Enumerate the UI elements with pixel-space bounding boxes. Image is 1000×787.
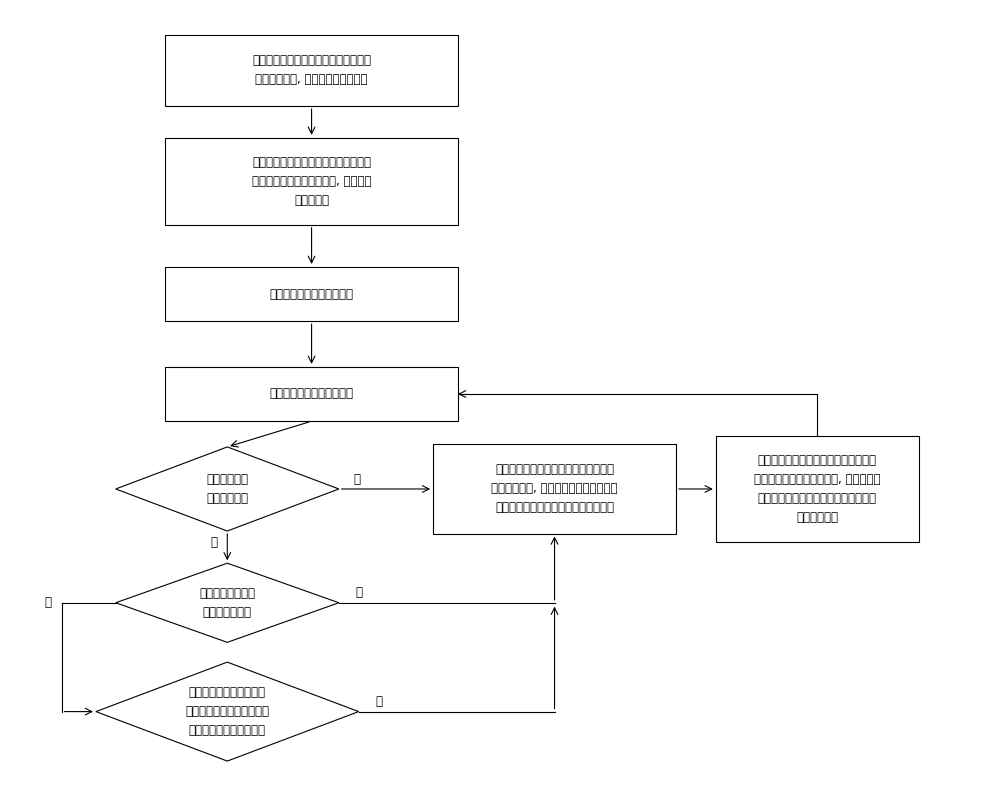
Text: 否: 否 — [210, 537, 217, 549]
Polygon shape — [96, 662, 359, 761]
Text: 获取对转向管柱的调节次数: 获取对转向管柱的调节次数 — [270, 387, 354, 401]
Polygon shape — [116, 447, 339, 531]
Text: 控制转向管柱的电机沿与预设方向相反
的方向转动至达到堵转状态, 并设置第
一预设阈值: 控制转向管柱的电机沿与预设方向相反 的方向转动至达到堵转状态, 并设置第 一预设… — [252, 156, 371, 207]
Text: 变化量为零且电机
未达到堵转状态: 变化量为零且电机 未达到堵转状态 — [199, 587, 255, 619]
Text: 是: 是 — [375, 695, 382, 708]
Text: 接收对转向管柱的调节指令: 接收对转向管柱的调节指令 — [270, 287, 354, 301]
Text: 否: 否 — [44, 597, 51, 609]
Text: 控制转向管柱的电机沿预设方向转动至
达到堵转状态, 并将电机在达到该堵转状
态时的转动圈数作为新的零点转动圈数: 控制转向管柱的电机沿预设方向转动至 达到堵转状态, 并将电机在达到该堵转状 态时… — [491, 464, 618, 515]
Text: 是: 是 — [355, 586, 362, 600]
Bar — [165, 138, 458, 225]
Bar — [165, 35, 458, 106]
Bar — [165, 367, 458, 421]
Text: 控制转向管柱的电机沿预设方向转动至
达到堵转状态, 并设置零点转动圈数: 控制转向管柱的电机沿预设方向转动至 达到堵转状态, 并设置零点转动圈数 — [252, 54, 371, 87]
Text: 是: 是 — [353, 472, 360, 486]
Text: 次数是否达到
第二预设阈值: 次数是否达到 第二预设阈值 — [206, 473, 248, 505]
Bar — [165, 267, 458, 321]
Bar — [716, 435, 919, 542]
Bar — [433, 445, 676, 534]
Text: 电机沿与预设方向相反的
方向转动至达到堵转状态且
变化量小于第一预设阈值: 电机沿与预设方向相反的 方向转动至达到堵转状态且 变化量小于第一预设阈值 — [185, 686, 269, 737]
Text: 控制转向管柱的电机沿与预设方向相反
的方向转动至达到堵转状态, 并将电机在
达到该堵转状态时记录的变化量设置为
第一预设阈值: 控制转向管柱的电机沿与预设方向相反 的方向转动至达到堵转状态, 并将电机在 达到… — [754, 454, 881, 524]
Polygon shape — [116, 563, 339, 642]
